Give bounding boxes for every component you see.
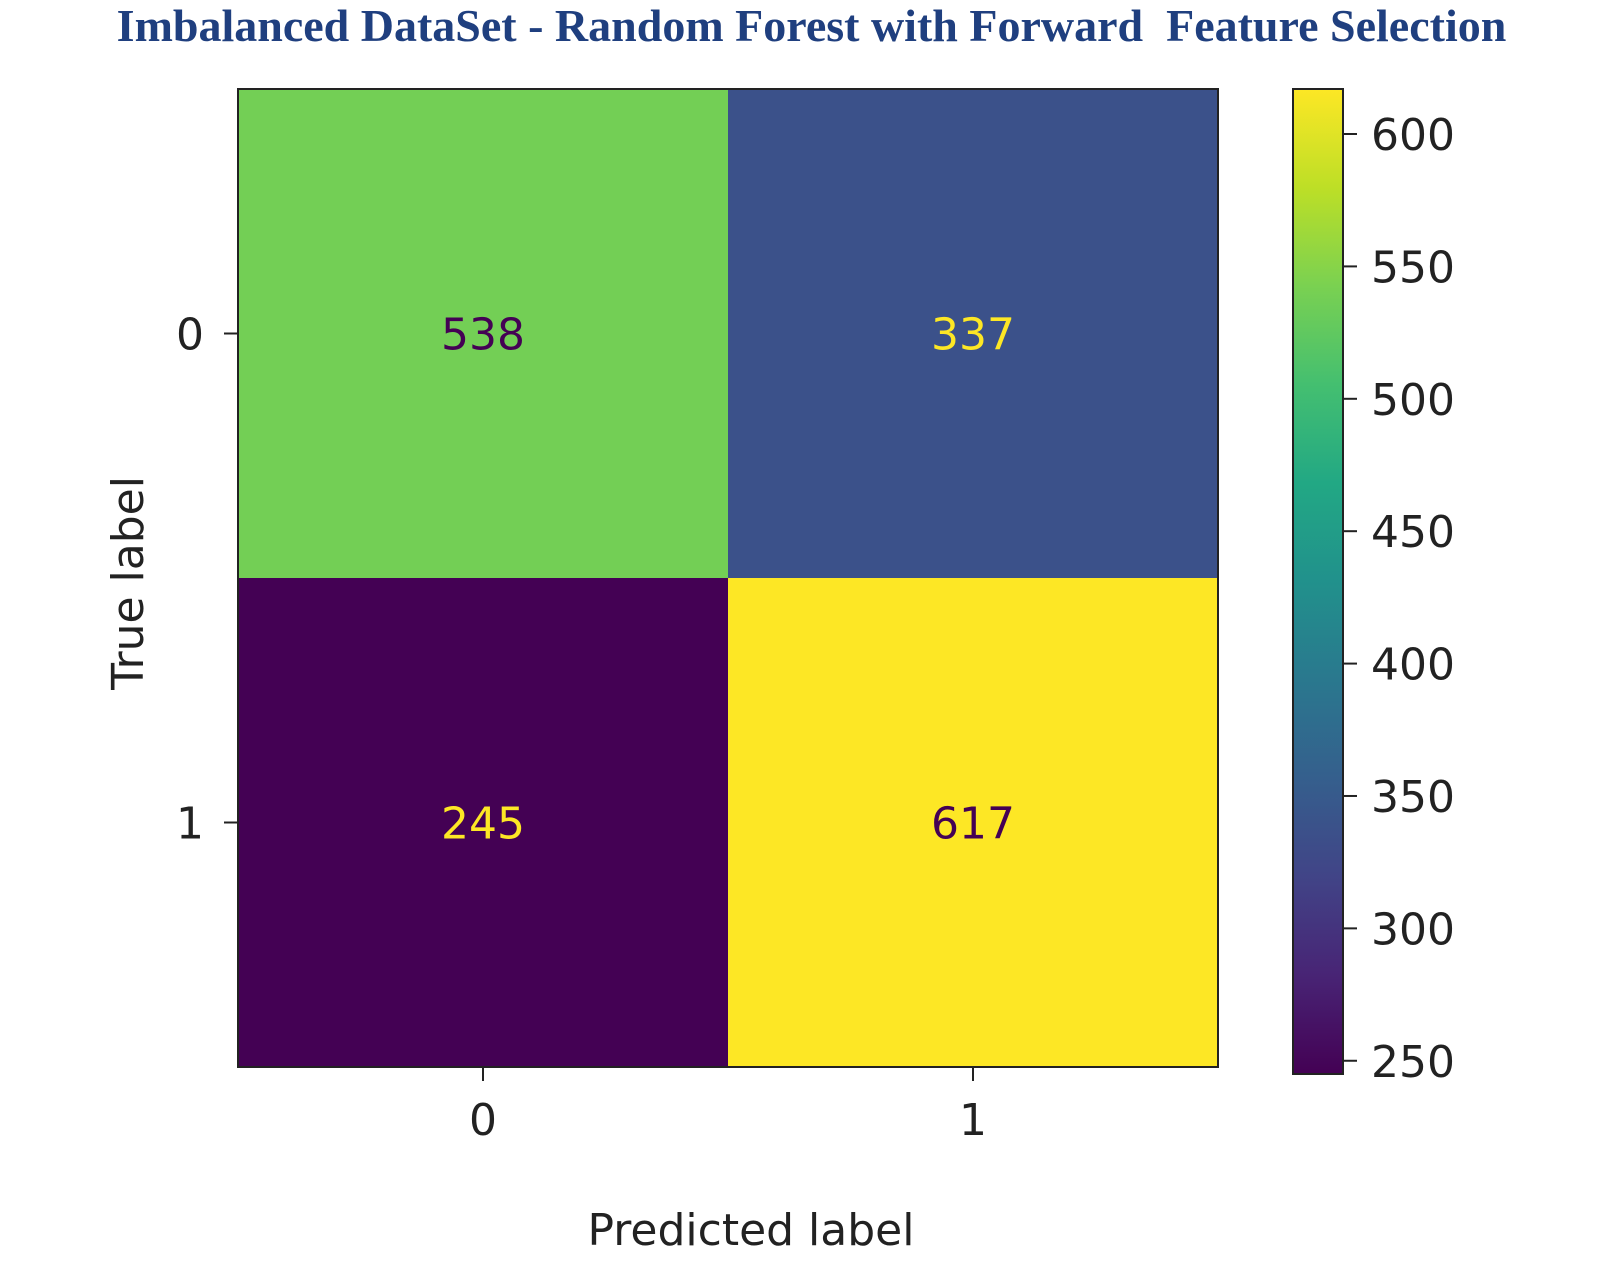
cell-value-0-1: 337 bbox=[931, 310, 1015, 361]
colorbar-tick-label: 400 bbox=[1371, 640, 1455, 691]
y-tick-label: 0 bbox=[176, 310, 204, 361]
cell-value-1-0: 245 bbox=[441, 799, 525, 850]
matrix-frame bbox=[237, 88, 1219, 1068]
x-tick-label: 0 bbox=[469, 1095, 497, 1146]
y-axis-label: True label bbox=[103, 476, 154, 691]
colorbar-tick-label: 350 bbox=[1371, 772, 1455, 823]
x-axis-label: Predicted label bbox=[588, 1205, 915, 1256]
colorbar-tick-label: 450 bbox=[1371, 507, 1455, 558]
colorbar-tick-label: 600 bbox=[1371, 110, 1455, 161]
x-tick-label: 1 bbox=[959, 1095, 987, 1146]
colorbar bbox=[1292, 88, 1344, 1075]
colorbar-tick-label: 300 bbox=[1371, 904, 1455, 955]
colorbar-tick-label: 250 bbox=[1371, 1037, 1455, 1088]
matrix-cell-1-1 bbox=[728, 578, 1218, 1067]
matrix-cell-0-1 bbox=[728, 89, 1218, 578]
chart-title: Imbalanced DataSet - Random Forest with … bbox=[116, 0, 1507, 51]
matrix-cell-0-0 bbox=[238, 89, 728, 578]
cell-value-1-1: 617 bbox=[931, 799, 1015, 850]
y-tick-label: 1 bbox=[176, 799, 204, 850]
matrix-cell-1-0 bbox=[238, 578, 728, 1067]
colorbar-tick-label: 550 bbox=[1371, 242, 1455, 293]
colorbar-tick-label: 500 bbox=[1371, 375, 1455, 426]
cell-value-0-0: 538 bbox=[441, 310, 525, 361]
